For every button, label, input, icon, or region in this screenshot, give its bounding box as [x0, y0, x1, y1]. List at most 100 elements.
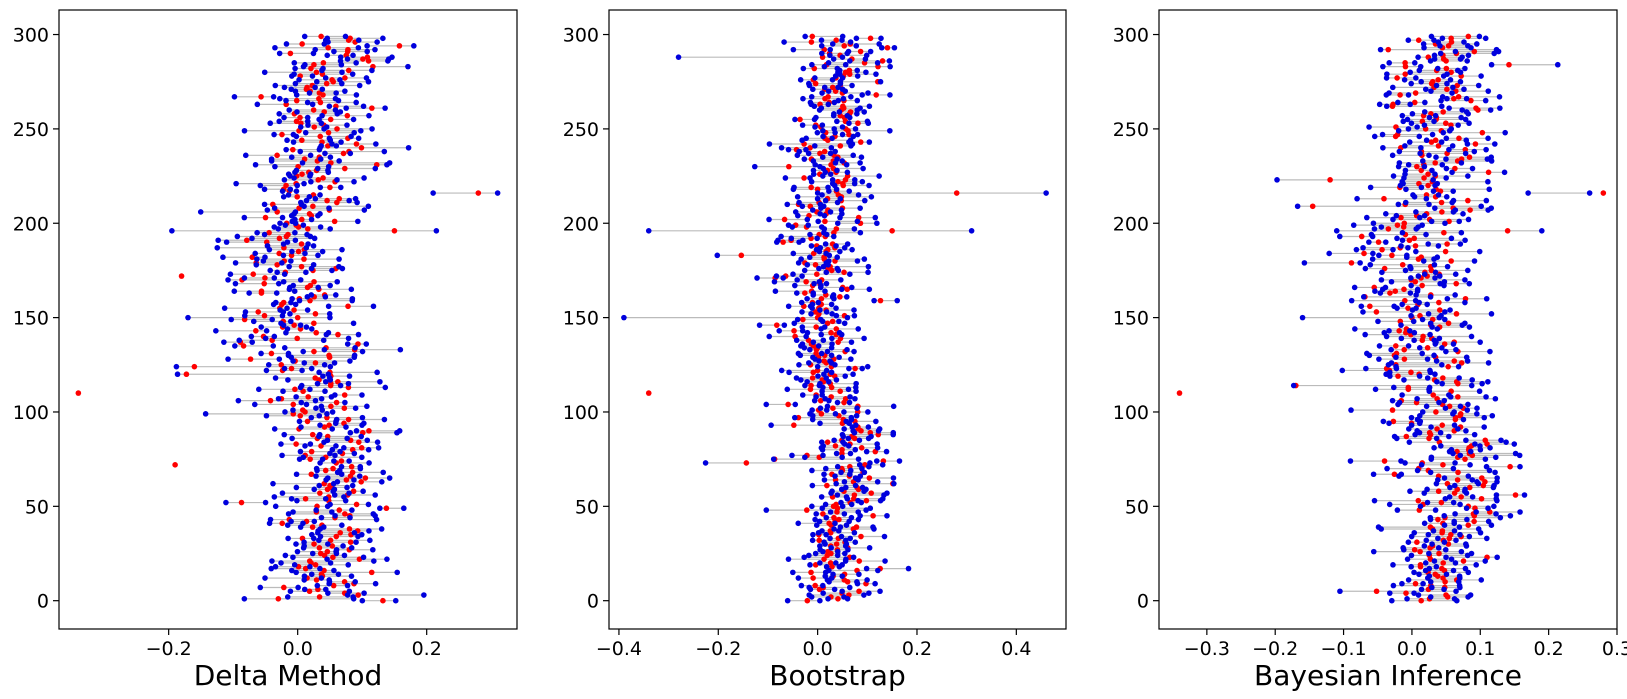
- ci-upper-point: [828, 352, 835, 359]
- ci-lower-point: [809, 537, 816, 544]
- ci-lower-point: [821, 539, 827, 545]
- ci-lower-point: [1421, 271, 1428, 278]
- ci-upper-point: [1450, 465, 1457, 472]
- ci-upper-point: [374, 369, 380, 376]
- ci-lower-point: [299, 160, 306, 166]
- estimate-point: [1406, 237, 1413, 244]
- estimate-point: [1421, 175, 1427, 181]
- ci-lower-point: [1399, 580, 1405, 587]
- ci-lower-point: [811, 143, 818, 149]
- ci-upper-point: [838, 207, 845, 213]
- ci-lower-point: [332, 512, 338, 519]
- ci-upper-point: [367, 537, 373, 544]
- ci-lower-point: [782, 175, 789, 181]
- ci-upper-point: [380, 469, 387, 476]
- estimate-point: [358, 144, 365, 151]
- estimate-point: [791, 422, 797, 428]
- ci-upper-point: [859, 484, 866, 491]
- ci-upper-point: [1468, 333, 1475, 340]
- estimate-point: [1367, 303, 1373, 310]
- ci-lower-point: [778, 233, 784, 240]
- ci-upper-point: [262, 254, 268, 261]
- ci-upper-point: [295, 584, 301, 591]
- estimate-point: [1445, 363, 1452, 370]
- estimate-point: [809, 33, 816, 40]
- ci-lower-point: [1372, 386, 1379, 393]
- estimate-point: [294, 335, 301, 342]
- ci-upper-point: [348, 286, 355, 293]
- estimate-points: [1176, 33, 1607, 604]
- ci-lower-point: [232, 280, 239, 287]
- ci-lower-point: [838, 469, 844, 476]
- ci-upper-point: [865, 424, 872, 430]
- estimate-point: [317, 490, 323, 496]
- ci-upper-point: [1390, 246, 1396, 253]
- ci-upper-point: [874, 60, 881, 66]
- estimate-point: [1439, 209, 1445, 215]
- ci-upper-point: [355, 218, 361, 225]
- ci-upper-point: [381, 148, 388, 155]
- estimate-point: [294, 314, 301, 321]
- ci-upper-point: [311, 518, 318, 525]
- ci-upper-point: [1430, 177, 1436, 183]
- ci-upper-point: [405, 63, 411, 70]
- ci-upper-point: [1492, 469, 1498, 476]
- estimate-point: [1440, 375, 1446, 381]
- ci-upper-point: [357, 463, 364, 470]
- ci-lower-point: [804, 295, 810, 302]
- ci-lower-point: [1442, 495, 1449, 502]
- ci-upper-point: [308, 365, 315, 372]
- ci-lower-point: [846, 365, 852, 372]
- ci-upper-point: [307, 171, 314, 177]
- ci-lower-point: [1386, 501, 1393, 508]
- estimate-point: [360, 56, 366, 62]
- estimate-point: [833, 541, 840, 547]
- estimate-point: [1455, 394, 1461, 400]
- estimate-point: [1432, 137, 1439, 144]
- ci-lower-point: [1463, 505, 1470, 512]
- ci-lower-point: [817, 380, 823, 387]
- ci-upper-point: [1444, 80, 1450, 87]
- ci-lower-point: [841, 426, 847, 432]
- ci-upper-point: [372, 492, 378, 498]
- ci-lower-point: [756, 322, 763, 328]
- ci-lower-point: [825, 60, 832, 66]
- ci-lower-point: [1400, 118, 1407, 125]
- ci-lower-point: [822, 465, 829, 472]
- ci-upper-point: [1491, 503, 1497, 510]
- estimate-point: [840, 103, 846, 110]
- ci-lower-point: [271, 426, 278, 432]
- ci-lower-point: [1444, 295, 1451, 302]
- ci-lower-point: [261, 201, 268, 208]
- estimate-point: [1440, 109, 1446, 115]
- ci-lower-point: [1452, 511, 1458, 517]
- estimate-point: [841, 43, 848, 49]
- estimate-point: [345, 416, 352, 423]
- estimate-point: [1405, 384, 1412, 391]
- ci-lower-point: [809, 503, 815, 510]
- ci-lower-point: [261, 186, 268, 193]
- ci-upper-point: [836, 329, 843, 336]
- ci-upper-point: [1462, 277, 1468, 283]
- ci-lower-point: [294, 109, 300, 115]
- estimate-point: [1401, 356, 1408, 362]
- ci-lower-point: [1439, 35, 1446, 42]
- y-tick-label: 0: [1137, 591, 1149, 613]
- ci-lower-point: [281, 84, 288, 91]
- ci-lower-point: [1451, 518, 1457, 525]
- ci-lower-point: [1390, 582, 1397, 589]
- ci-upper-point: [1466, 533, 1473, 540]
- ci-upper-point: [1485, 360, 1492, 366]
- ci-lower-point: [293, 484, 300, 491]
- ci-lower-point: [1333, 228, 1340, 234]
- estimate-point: [1457, 411, 1464, 417]
- ci-lower-point: [785, 556, 792, 562]
- ci-lower-point: [1326, 250, 1332, 257]
- ci-lower-point: [1428, 454, 1435, 461]
- x-axis: −0.4 −0.2 0.0 0.2 0.4: [596, 629, 1031, 660]
- ci-lower-point: [228, 316, 235, 323]
- ci-upper-point: [853, 43, 860, 49]
- estimate-point: [1512, 492, 1519, 498]
- ci-upper-point: [780, 275, 787, 281]
- ci-upper-point: [344, 435, 350, 442]
